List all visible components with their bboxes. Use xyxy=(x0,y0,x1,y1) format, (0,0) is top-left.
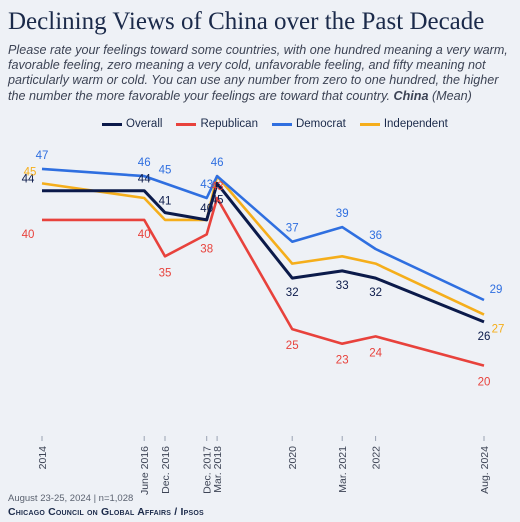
legend-label-independent: Independent xyxy=(383,118,448,130)
data-label-independent: 27 xyxy=(492,324,505,336)
legend-item-democrat: Democrat xyxy=(271,118,346,130)
legend-swatch-republican xyxy=(176,122,197,126)
legend-item-overall: Overall xyxy=(102,118,162,130)
chart-legend: Overall Republican Democrat Independent xyxy=(102,118,448,130)
legend-swatch-independent xyxy=(359,122,380,126)
legend-item-independent: Independent xyxy=(359,118,448,130)
data-label-overall: 26 xyxy=(478,331,491,343)
data-label-overall: 44 xyxy=(22,174,35,186)
x-tick-label: Mar. 2021 xyxy=(337,446,349,493)
data-label-republican: 35 xyxy=(159,267,172,279)
x-tick-label: Mar. 2018 xyxy=(212,446,224,493)
data-label-democrat: 43 xyxy=(200,179,213,191)
legend-label-republican: Republican xyxy=(200,118,258,130)
x-tick-label: June 2016 xyxy=(139,446,151,495)
x-tick-label: Dec. 2017 xyxy=(202,446,214,494)
survey-date: August 23-25, 2024 | n=1,028 xyxy=(8,493,134,504)
data-label-republican: 25 xyxy=(286,340,299,352)
data-label-republican: 23 xyxy=(336,355,349,367)
x-tick-label: Aug. 2024 xyxy=(479,446,491,494)
data-label-republican: 24 xyxy=(369,347,382,359)
data-label-democrat: 46 xyxy=(138,157,151,169)
data-label-overall: 41 xyxy=(159,196,172,208)
subtitle-country: China xyxy=(393,88,429,103)
x-tick-label: 2014 xyxy=(37,446,49,470)
chart-subtitle: Please rate your feelings toward some co… xyxy=(8,43,516,104)
legend-swatch-democrat xyxy=(271,122,292,126)
data-label-overall: 32 xyxy=(369,287,382,299)
x-tick-label: 2020 xyxy=(287,446,299,470)
series-line-republican xyxy=(42,196,485,367)
series-line-democrat xyxy=(41,167,485,302)
data-label-overall: 40 xyxy=(200,203,213,215)
legend-label-overall: Overall xyxy=(126,118,163,130)
data-label-republican: 20 xyxy=(478,377,491,389)
series-line-overall xyxy=(42,181,485,324)
data-label-overall: 32 xyxy=(286,287,299,299)
data-label-overall: 44 xyxy=(138,174,151,186)
source-credit: Chicago Council on Global Affairs / Ipso… xyxy=(8,506,204,518)
data-label-democrat: 36 xyxy=(369,230,382,242)
data-label-democrat: 47 xyxy=(36,150,49,162)
chart-title: Declining Views of China over the Past D… xyxy=(8,8,485,35)
data-label-independent: 45 xyxy=(24,166,37,178)
data-label-republican: 43 xyxy=(211,181,224,193)
legend-swatch-overall xyxy=(102,122,122,126)
legend-item-republican: Republican xyxy=(176,118,258,130)
data-label-overall: 33 xyxy=(336,280,349,292)
x-tick-label: Dec. 2016 xyxy=(160,446,172,494)
legend-label-democrat: Democrat xyxy=(295,118,346,130)
data-label-democrat: 46 xyxy=(211,157,224,169)
data-label-republican: 38 xyxy=(200,243,213,255)
data-label-republican: 40 xyxy=(138,229,151,241)
data-label-democrat: 39 xyxy=(336,208,349,220)
subtitle-suffix: (Mean) xyxy=(431,88,472,103)
subtitle-text: Please rate your feelings toward some co… xyxy=(8,43,508,103)
x-tick-label: 2022 xyxy=(371,446,383,470)
data-label-democrat: 45 xyxy=(159,164,172,176)
data-label-democrat: 29 xyxy=(490,284,503,296)
data-label-overall: 45 xyxy=(211,194,224,206)
data-label-democrat: 37 xyxy=(286,223,299,235)
data-label-republican: 40 xyxy=(22,229,35,241)
